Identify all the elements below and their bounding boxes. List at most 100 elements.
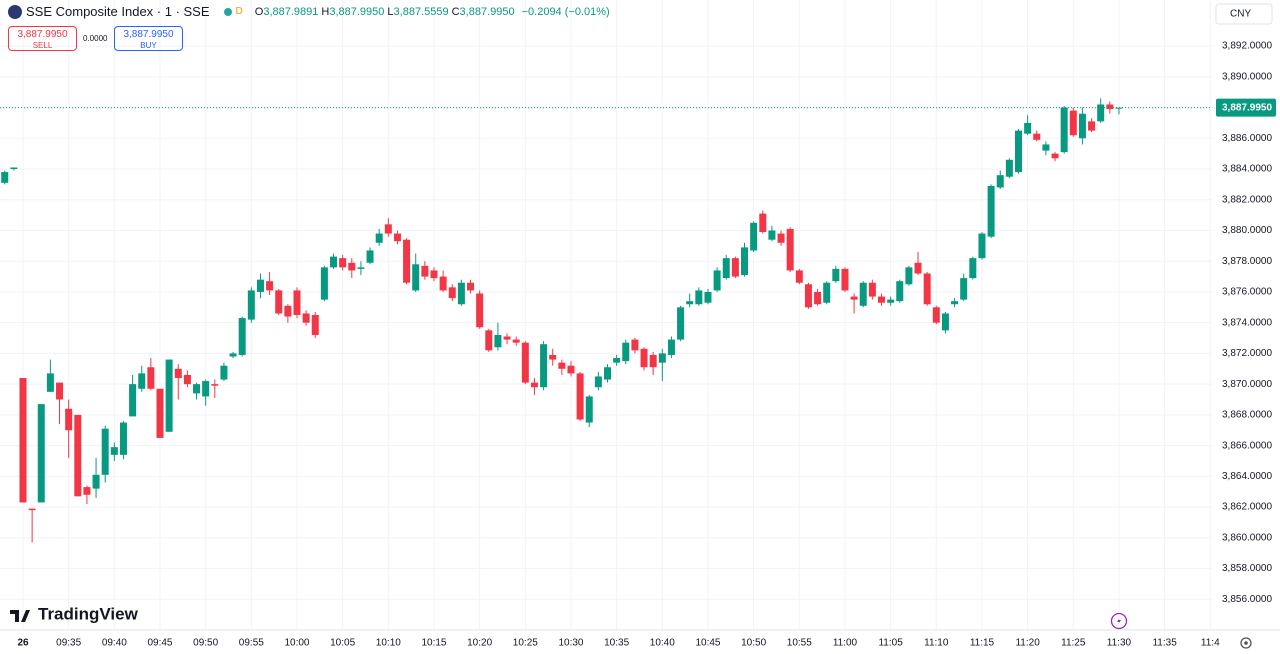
candle-body: [795, 270, 803, 283]
candle-body: [448, 287, 456, 299]
x-tick-label: 10:35: [604, 638, 629, 649]
ohlc-value: 3,887.9950: [329, 5, 385, 18]
candle-body: [704, 291, 712, 303]
y-tick-label: 3,856.0000: [1222, 594, 1272, 605]
candle-body: [887, 299, 895, 303]
candle-body: [713, 270, 721, 291]
candle-body: [247, 290, 255, 320]
candle-body: [540, 344, 548, 388]
buy-button[interactable]: 3,887.9950 BUY: [114, 26, 183, 51]
last-price-box: [1216, 98, 1276, 117]
candle-body: [339, 258, 347, 268]
y-tick-label: 3,866.0000: [1222, 440, 1272, 451]
candle-body: [1106, 104, 1114, 110]
spread: 0.0000: [83, 34, 108, 43]
ohlc-values: O3,887.9891 H3,887.9950 L3,887.5559 C3,887.…: [255, 6, 518, 18]
candle-body: [311, 315, 319, 335]
candle-body: [667, 339, 675, 355]
candle-body: [83, 487, 91, 495]
candle-body: [969, 258, 977, 279]
candle-body: [65, 408, 73, 431]
candle-body: [686, 301, 694, 305]
candle-body: [987, 185, 995, 237]
x-tick-label: 10:00: [284, 638, 309, 649]
ohlc-value: 3,887.5559: [393, 5, 449, 18]
candle-body: [951, 301, 959, 305]
y-tick-label: 3,878.0000: [1222, 256, 1272, 267]
candle-body: [549, 354, 557, 360]
candle-body: [1024, 122, 1032, 134]
candle-body: [485, 330, 493, 351]
candle-body: [613, 358, 621, 363]
candle-body: [467, 282, 475, 291]
candle-body: [10, 167, 18, 170]
x-tick-label: 10:15: [421, 638, 446, 649]
flash-icon[interactable]: [1110, 612, 1128, 630]
candle-body: [494, 334, 502, 348]
settings-icon[interactable]: [1240, 637, 1252, 649]
x-tick-label: 10:40: [650, 638, 675, 649]
candle-body: [421, 265, 429, 277]
candle-body: [631, 339, 639, 351]
x-tick-label: 10:50: [741, 638, 766, 649]
candle-body: [978, 233, 986, 259]
candle-body: [604, 367, 612, 380]
candle-body: [1005, 159, 1013, 177]
y-tick-label: 3,864.0000: [1222, 471, 1272, 482]
candle-body: [28, 508, 36, 511]
x-tick-label: 11:15: [970, 638, 995, 649]
candle-body: [512, 339, 520, 343]
x-tick-label: 11:00: [833, 638, 858, 649]
change: −0.2094 (−0.01%): [521, 5, 610, 18]
candle-body: [330, 256, 338, 268]
candle-body: [56, 382, 64, 400]
candle-body: [658, 353, 666, 363]
candle-body: [357, 267, 365, 269]
candle-body: [878, 296, 886, 303]
candle-body: [129, 384, 137, 417]
candle-body: [229, 353, 237, 357]
candle-body: [640, 348, 648, 368]
x-tick-label: 11:20: [1015, 638, 1040, 649]
candle-body: [896, 281, 904, 302]
candle-body: [384, 224, 392, 234]
candle-body: [238, 318, 246, 355]
candle-body: [585, 396, 593, 423]
plot: [0, 0, 1212, 630]
x-tick-label: 10:10: [376, 638, 401, 649]
candle-body: [576, 373, 584, 420]
y-tick-label: 3,868.0000: [1222, 410, 1272, 421]
candle-body: [677, 307, 685, 340]
x-tick-label: 09:50: [193, 638, 218, 649]
candle-body: [1088, 121, 1096, 131]
candle-body: [165, 359, 173, 432]
y-tick-label: 3,874.0000: [1222, 317, 1272, 328]
currency-box[interactable]: [1215, 3, 1273, 25]
candle-body: [777, 233, 785, 243]
y-tick-label: 3,860.0000: [1222, 532, 1272, 543]
symbol-icon: [8, 4, 22, 19]
candle-body: [722, 258, 730, 279]
x-tick-label: 10:30: [558, 638, 583, 649]
candle-body: [503, 336, 511, 340]
currency: CNY: [1230, 9, 1251, 20]
candle-body: [1078, 113, 1086, 139]
candle-body: [202, 381, 210, 397]
sell-button[interactable]: 3,887.9950 SELL: [8, 26, 77, 51]
candle-body: [558, 362, 566, 369]
candle-body: [101, 428, 109, 475]
y-tick-label: 3,870.0000: [1222, 379, 1272, 390]
candle-body: [804, 284, 812, 308]
candle-body: [92, 474, 100, 489]
candle-body: [594, 376, 602, 388]
candle-body: [211, 384, 219, 386]
y-tick-label: 3,886.0000: [1222, 133, 1272, 144]
candle-body: [37, 404, 45, 503]
sell-label: SELL: [32, 41, 53, 50]
candle-body: [266, 281, 274, 291]
logo[interactable]: TradingView: [10, 604, 139, 623]
candle-body: [147, 367, 155, 389]
y-tick-label: 3,872.0000: [1222, 348, 1272, 359]
candle-body: [1014, 130, 1022, 173]
